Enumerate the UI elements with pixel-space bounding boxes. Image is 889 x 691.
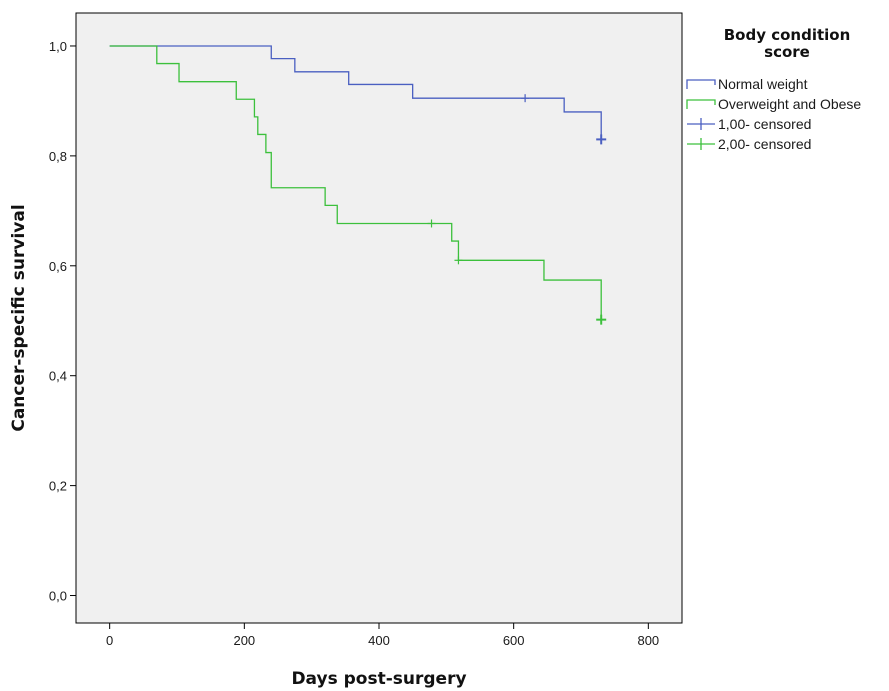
legend-label: Normal weight	[718, 76, 808, 92]
censor-mark	[427, 219, 436, 228]
legend-label: 1,00- censored	[718, 116, 811, 132]
x-tick-label: 200	[233, 633, 255, 648]
y-tick-label: 1,0	[49, 39, 67, 54]
legend: Body condition score Normal weight Overwe…	[686, 26, 861, 152]
axes: 0 200 400 600 800 0,0 0,2 0,4 0,6 0,8 1,0	[49, 39, 659, 648]
x-axis-title: Days post-surgery	[291, 669, 466, 689]
y-tick-label: 0,0	[49, 589, 67, 604]
censor-mark	[596, 314, 607, 325]
censor-mark	[596, 134, 607, 145]
legend-step-swatch	[686, 99, 716, 109]
series-group	[109, 45, 607, 325]
survival-curve	[109, 45, 602, 140]
y-tick-label: 0,6	[49, 259, 67, 274]
series-group	[109, 45, 607, 145]
legend-entry: 1,00- censored	[687, 116, 811, 132]
y-axis-title: Cancer-specific survival	[9, 204, 29, 431]
legend-title-line-1: Body condition	[724, 26, 851, 44]
y-tick-label: 0,8	[49, 149, 67, 164]
plot-background	[75, 12, 683, 624]
x-tick-label: 800	[637, 633, 659, 648]
censor-mark	[521, 94, 530, 103]
survival-curve	[109, 45, 602, 320]
x-tick-label: 400	[368, 633, 390, 648]
legend-title-line-2: score	[764, 43, 810, 61]
plot-area	[75, 12, 683, 624]
series-layer	[109, 45, 607, 325]
legend-entry: 2,00- censored	[687, 136, 811, 152]
legend-label: 2,00- censored	[718, 136, 811, 152]
legend-step-swatch	[686, 79, 716, 89]
censor-mark	[454, 256, 463, 265]
x-tick-label: 600	[503, 633, 525, 648]
y-tick-label: 0,4	[49, 369, 67, 384]
legend-label: Overweight and Obese	[718, 96, 861, 112]
legend-entry: Overweight and Obese	[686, 96, 861, 112]
legend-entry: Normal weight	[686, 76, 808, 92]
y-tick-label: 0,2	[49, 479, 67, 494]
x-tick-label: 0	[106, 633, 113, 648]
